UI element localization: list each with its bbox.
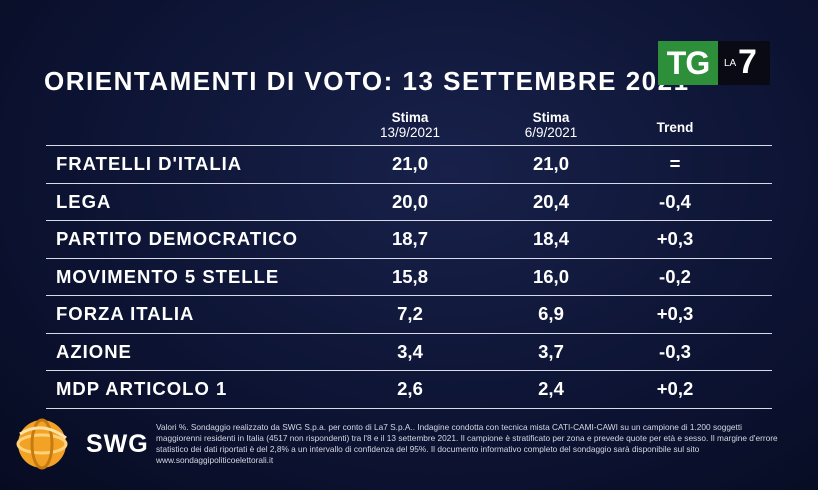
estimate-13-9-value: 2,6 [397, 378, 423, 399]
estimate-6-9-value: 20,4 [532, 190, 569, 212]
estimate-13-9-value: 3,4 [397, 340, 423, 362]
la7-logo-seven: 7 [738, 43, 757, 81]
trend-value: -0,2 [659, 265, 691, 287]
estimate-6-9-value: 2,4 [538, 378, 564, 399]
table-row: PARTITO DEMOCRATICO 18,7 18,4 +0,3 [46, 220, 772, 258]
trend-value: +0,3 [656, 303, 694, 324]
estimate-13-9-value: 20,0 [391, 190, 428, 212]
methodology-footnote: Valori %. Sondaggio realizzato da SWG S.… [156, 422, 778, 465]
estimate-6-9-value: 16,0 [532, 265, 569, 287]
column-header-estimate-6-9: Stima 6/9/2021 [496, 110, 606, 140]
table-row: MOVIMENTO 5 STELLE 15,8 16,0 -0,2 [46, 257, 772, 296]
column-header-date: 13/9/2021 [379, 125, 441, 140]
trend-value: -0,3 [659, 340, 691, 362]
column-header-label: Stima [532, 110, 570, 125]
table-row: MDP ARTICOLO 1 2,6 2,4 +0,2 [46, 370, 772, 409]
column-header-trend: Trend [640, 120, 710, 135]
trend-value: = [669, 153, 681, 174]
column-header-estimate-13-9: Stima 13/9/2021 [355, 110, 465, 140]
estimate-6-9-value: 6,9 [538, 303, 564, 324]
la7-logo-mark: LA 7 [718, 41, 770, 85]
swg-globe-icon [16, 418, 68, 470]
table-row: FORZA ITALIA 7,2 6,9 +0,3 [46, 295, 772, 333]
estimate-13-9-value: 7,2 [397, 303, 423, 324]
party-name: FRATELLI D'ITALIA [56, 153, 243, 174]
la7-logo-la: LA [724, 58, 737, 69]
column-header-label: Stima [391, 110, 429, 125]
trend-value: +0,3 [656, 228, 694, 249]
tg-la7-logo: TG LA 7 [658, 41, 770, 85]
table-row: LEGA 20,0 20,4 -0,4 [46, 182, 772, 221]
column-header-date: 6/9/2021 [524, 125, 578, 140]
party-name: LEGA [56, 190, 112, 212]
tg-logo-mark: TG [658, 41, 718, 85]
column-header-label: Trend [656, 120, 694, 135]
party-name: MOVIMENTO 5 STELLE [56, 265, 280, 287]
swg-logo: SWG [12, 416, 152, 472]
estimate-6-9-value: 3,7 [538, 340, 564, 362]
estimate-6-9-value: 21,0 [532, 153, 569, 174]
table-row: AZIONE 3,4 3,7 -0,3 [46, 332, 772, 371]
estimate-13-9-value: 15,8 [391, 265, 428, 287]
party-name: FORZA ITALIA [56, 303, 195, 324]
estimate-6-9-value: 18,4 [532, 228, 569, 249]
trend-value: -0,4 [659, 190, 691, 212]
party-name: PARTITO DEMOCRATICO [56, 228, 299, 249]
party-name: MDP ARTICOLO 1 [56, 378, 228, 399]
table-row: FRATELLI D'ITALIA 21,0 21,0 = [46, 145, 772, 183]
estimate-13-9-value: 18,7 [391, 228, 428, 249]
party-name: AZIONE [56, 340, 132, 362]
swg-logo-text: SWG [86, 430, 149, 458]
trend-value: +0,2 [656, 378, 694, 399]
poll-table: FRATELLI D'ITALIA 21,0 21,0 = LEGA 20,0 20,4 -0… [46, 145, 772, 409]
chart-title: ORIENTAMENTI DI VOTO: 13 SETTEMBRE 2021 [44, 66, 690, 96]
estimate-13-9-value: 21,0 [391, 153, 428, 174]
